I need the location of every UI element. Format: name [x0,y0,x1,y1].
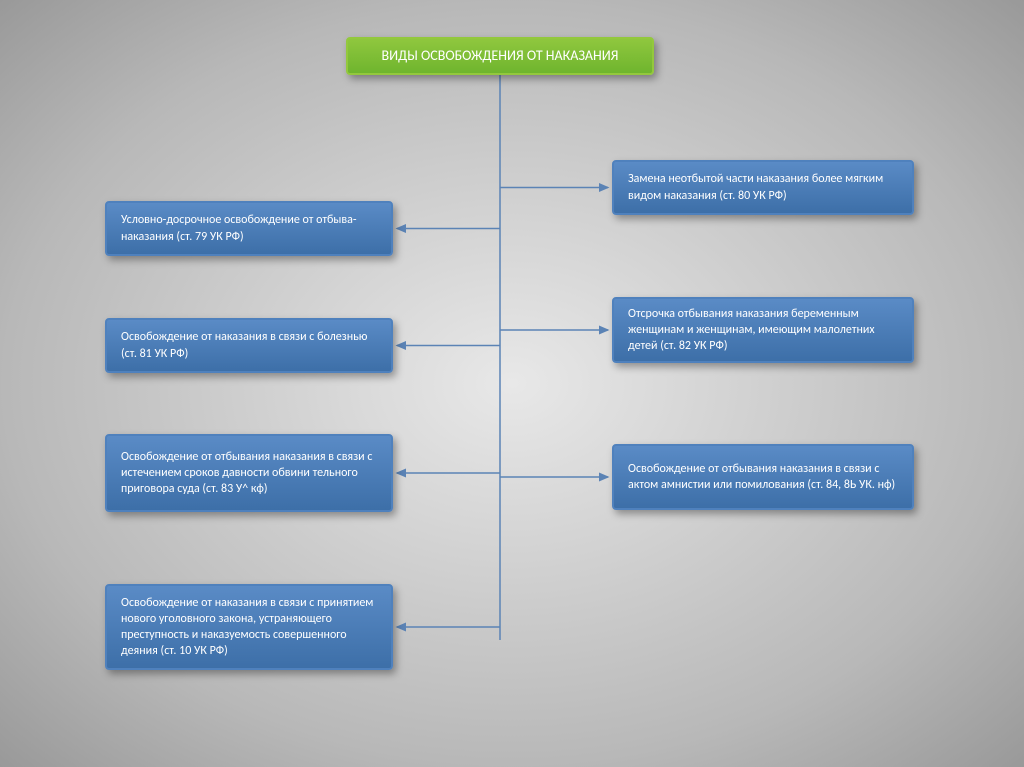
box-l3: Освобождение от отбывания наказания в св… [105,434,393,512]
box-l1: Условно-досрочное освобождение от отбыва… [105,201,393,256]
title-box: ВИДЫ ОСВОБОЖДЕНИЯ ОТ НАКАЗАНИЯ [346,37,654,75]
box-l4: Освобождение от наказания в связи с прин… [105,584,393,670]
box-r2: Отсрочка отбывания наказания беременным … [612,297,914,363]
box-l2: Освобождение от наказания в связи с боле… [105,318,393,373]
box-r1: Замена неотбытой части наказания более м… [612,160,914,215]
box-r3: Освобождение от отбывания наказания в св… [612,444,914,510]
